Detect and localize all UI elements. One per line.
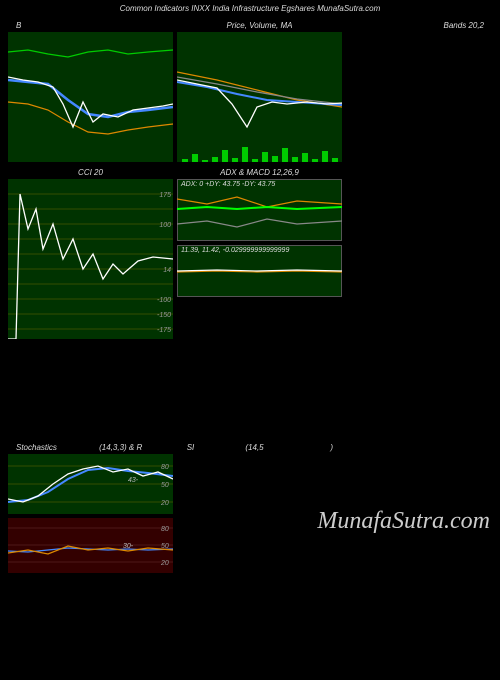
- adx-title: ADX & MACD 12,26,9: [177, 166, 342, 179]
- svg-text:100: 100: [159, 222, 171, 229]
- adx-panel: ADX: 0 +DY: 43.75 -DY: 43.75: [177, 179, 342, 241]
- cci-panel: CCI 20 175 100 14 -100 -150 -175: [8, 166, 173, 339]
- stoch-chart: 80 50 20 43-: [8, 454, 173, 514]
- stoch-title-row: Stochastics (14,3,3) & R SI (14,5 ): [0, 441, 500, 454]
- spacer: [0, 341, 500, 441]
- rsi-chart: 80502030-: [8, 518, 173, 573]
- adx-chart: [177, 179, 342, 241]
- watermark: MunafaSutra.com: [317, 508, 490, 535]
- row-3: 80 50 20 43-: [0, 454, 500, 516]
- rsi-panel: 80502030-: [8, 518, 173, 573]
- svg-text:80: 80: [161, 464, 169, 471]
- svg-text:-150: -150: [157, 312, 171, 319]
- stoch-title: Stochastics (14,3,3) & R SI (14,5 ): [8, 441, 492, 454]
- macd-panel: 11.39, 11.42, -0.029999999999999: [177, 245, 342, 297]
- price-ma-chart: [177, 32, 342, 162]
- svg-text:80: 80: [161, 526, 169, 533]
- svg-text:20: 20: [160, 500, 169, 507]
- svg-text:43-: 43-: [128, 477, 139, 484]
- svg-text:14: 14: [163, 267, 171, 274]
- bollinger-panel: B: [8, 19, 173, 162]
- bollinger-title: B: [8, 19, 173, 32]
- svg-text:-175: -175: [157, 327, 171, 334]
- stoch-panel: 80 50 20 43-: [8, 454, 173, 514]
- adx-macd-column: ADX & MACD 12,26,9 ADX: 0 +DY: 43.75 -DY…: [177, 166, 342, 339]
- svg-text:175: 175: [159, 192, 171, 199]
- row-2: CCI 20 175 100 14 -100 -150 -175 ADX & MACD 1…: [0, 164, 500, 341]
- svg-text:-100: -100: [157, 297, 171, 304]
- cci-title: CCI 20: [8, 166, 173, 179]
- svg-text:50: 50: [161, 482, 169, 489]
- macd-overlay: 11.39, 11.42, -0.029999999999999: [181, 247, 289, 254]
- bollinger-chart: [8, 32, 173, 162]
- page-header: Common Indicators INXX India Infrastruct…: [0, 0, 500, 17]
- bands-title: Bands 20,2: [346, 19, 492, 32]
- row-1: B Price, Volume, MA Bands 20,2: [0, 17, 500, 164]
- price-ma-title: Price, Volume, MA: [177, 19, 342, 32]
- cci-chart: 175 100 14 -100 -150 -175: [8, 179, 173, 339]
- price-ma-panel: Price, Volume, MA: [177, 19, 342, 162]
- svg-text:20: 20: [160, 560, 169, 567]
- adx-overlay: ADX: 0 +DY: 43.75 -DY: 43.75: [181, 181, 275, 188]
- bands-label-panel: Bands 20,2: [346, 19, 492, 162]
